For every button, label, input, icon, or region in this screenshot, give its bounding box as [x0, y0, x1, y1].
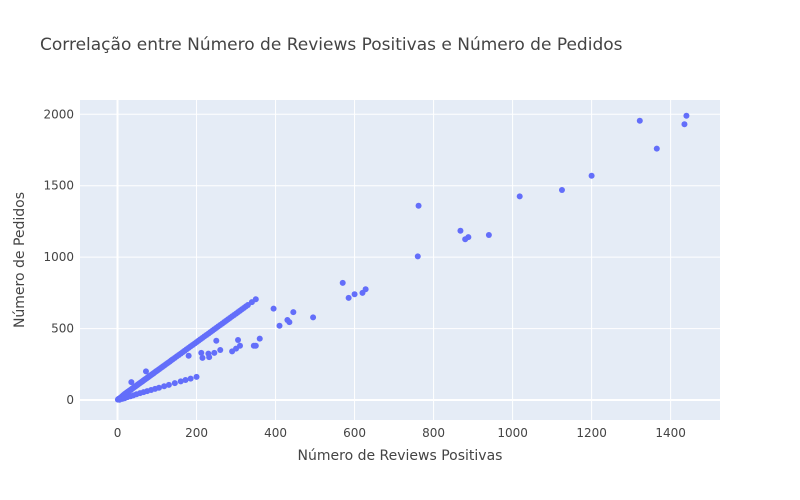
data-point	[206, 354, 213, 361]
data-point	[252, 296, 259, 303]
data-point	[516, 193, 523, 200]
data-point	[198, 349, 205, 356]
data-point	[213, 337, 220, 344]
data-point	[362, 286, 369, 293]
x-tick-label: 600	[343, 426, 366, 440]
data-point	[339, 279, 346, 286]
data-point	[457, 227, 464, 234]
data-point	[256, 335, 263, 342]
data-point	[171, 380, 178, 387]
data-point	[276, 322, 283, 329]
data-point	[187, 375, 194, 382]
data-point	[286, 319, 293, 326]
data-point	[211, 349, 218, 356]
data-point	[142, 368, 149, 375]
x-tick-label: 200	[185, 426, 208, 440]
data-point	[683, 112, 690, 119]
x-tick-label: 1200	[576, 426, 607, 440]
x-axis-title: Número de Reviews Positivas	[298, 448, 503, 464]
y-tick-labels: 0 500 1000 1500 2000	[43, 107, 74, 407]
data-point	[414, 253, 421, 260]
data-point	[636, 117, 643, 124]
data-point	[351, 291, 358, 298]
x-tick-label: 0	[114, 426, 122, 440]
data-point	[485, 232, 492, 238]
data-point	[681, 121, 688, 128]
y-tick-label: 1500	[43, 179, 74, 193]
data-point	[161, 383, 168, 390]
data-point	[465, 234, 472, 241]
data-point	[252, 342, 259, 349]
y-tick-label: 0	[66, 393, 74, 407]
chart-title: Correlação entre Número de Reviews Posit…	[40, 35, 623, 55]
y-tick-label: 500	[51, 322, 74, 336]
y-tick-label: 2000	[43, 107, 74, 121]
x-tick-label: 1400	[655, 426, 686, 440]
data-point	[182, 377, 189, 383]
data-point	[165, 381, 172, 388]
data-points	[114, 112, 690, 403]
data-point	[199, 354, 206, 361]
y-tick-label: 1000	[43, 250, 74, 264]
x-tick-label: 800	[422, 426, 445, 440]
zero-lines	[80, 100, 720, 420]
data-point	[415, 202, 422, 209]
data-point	[217, 347, 224, 353]
y-gridlines	[80, 113, 720, 330]
x-gridlines	[196, 100, 672, 420]
data-point	[270, 305, 277, 312]
data-point	[185, 352, 192, 359]
data-point	[558, 187, 565, 193]
data-point	[588, 172, 595, 179]
data-point	[128, 379, 135, 386]
x-tick-labels: 0 200 400 600 800 1000 1200 1400	[114, 426, 686, 440]
data-point	[235, 337, 242, 343]
x-tick-label: 400	[264, 426, 287, 440]
data-point	[156, 384, 163, 391]
data-point	[290, 309, 297, 316]
data-point	[193, 373, 200, 380]
data-point	[237, 342, 243, 349]
data-point	[653, 145, 660, 152]
y-axis-title: Número de Pedidos	[12, 192, 28, 328]
data-point	[177, 378, 184, 385]
plot-area	[80, 100, 720, 420]
data-point	[345, 294, 352, 301]
x-tick-label: 1000	[497, 426, 528, 440]
data-point	[310, 314, 317, 321]
